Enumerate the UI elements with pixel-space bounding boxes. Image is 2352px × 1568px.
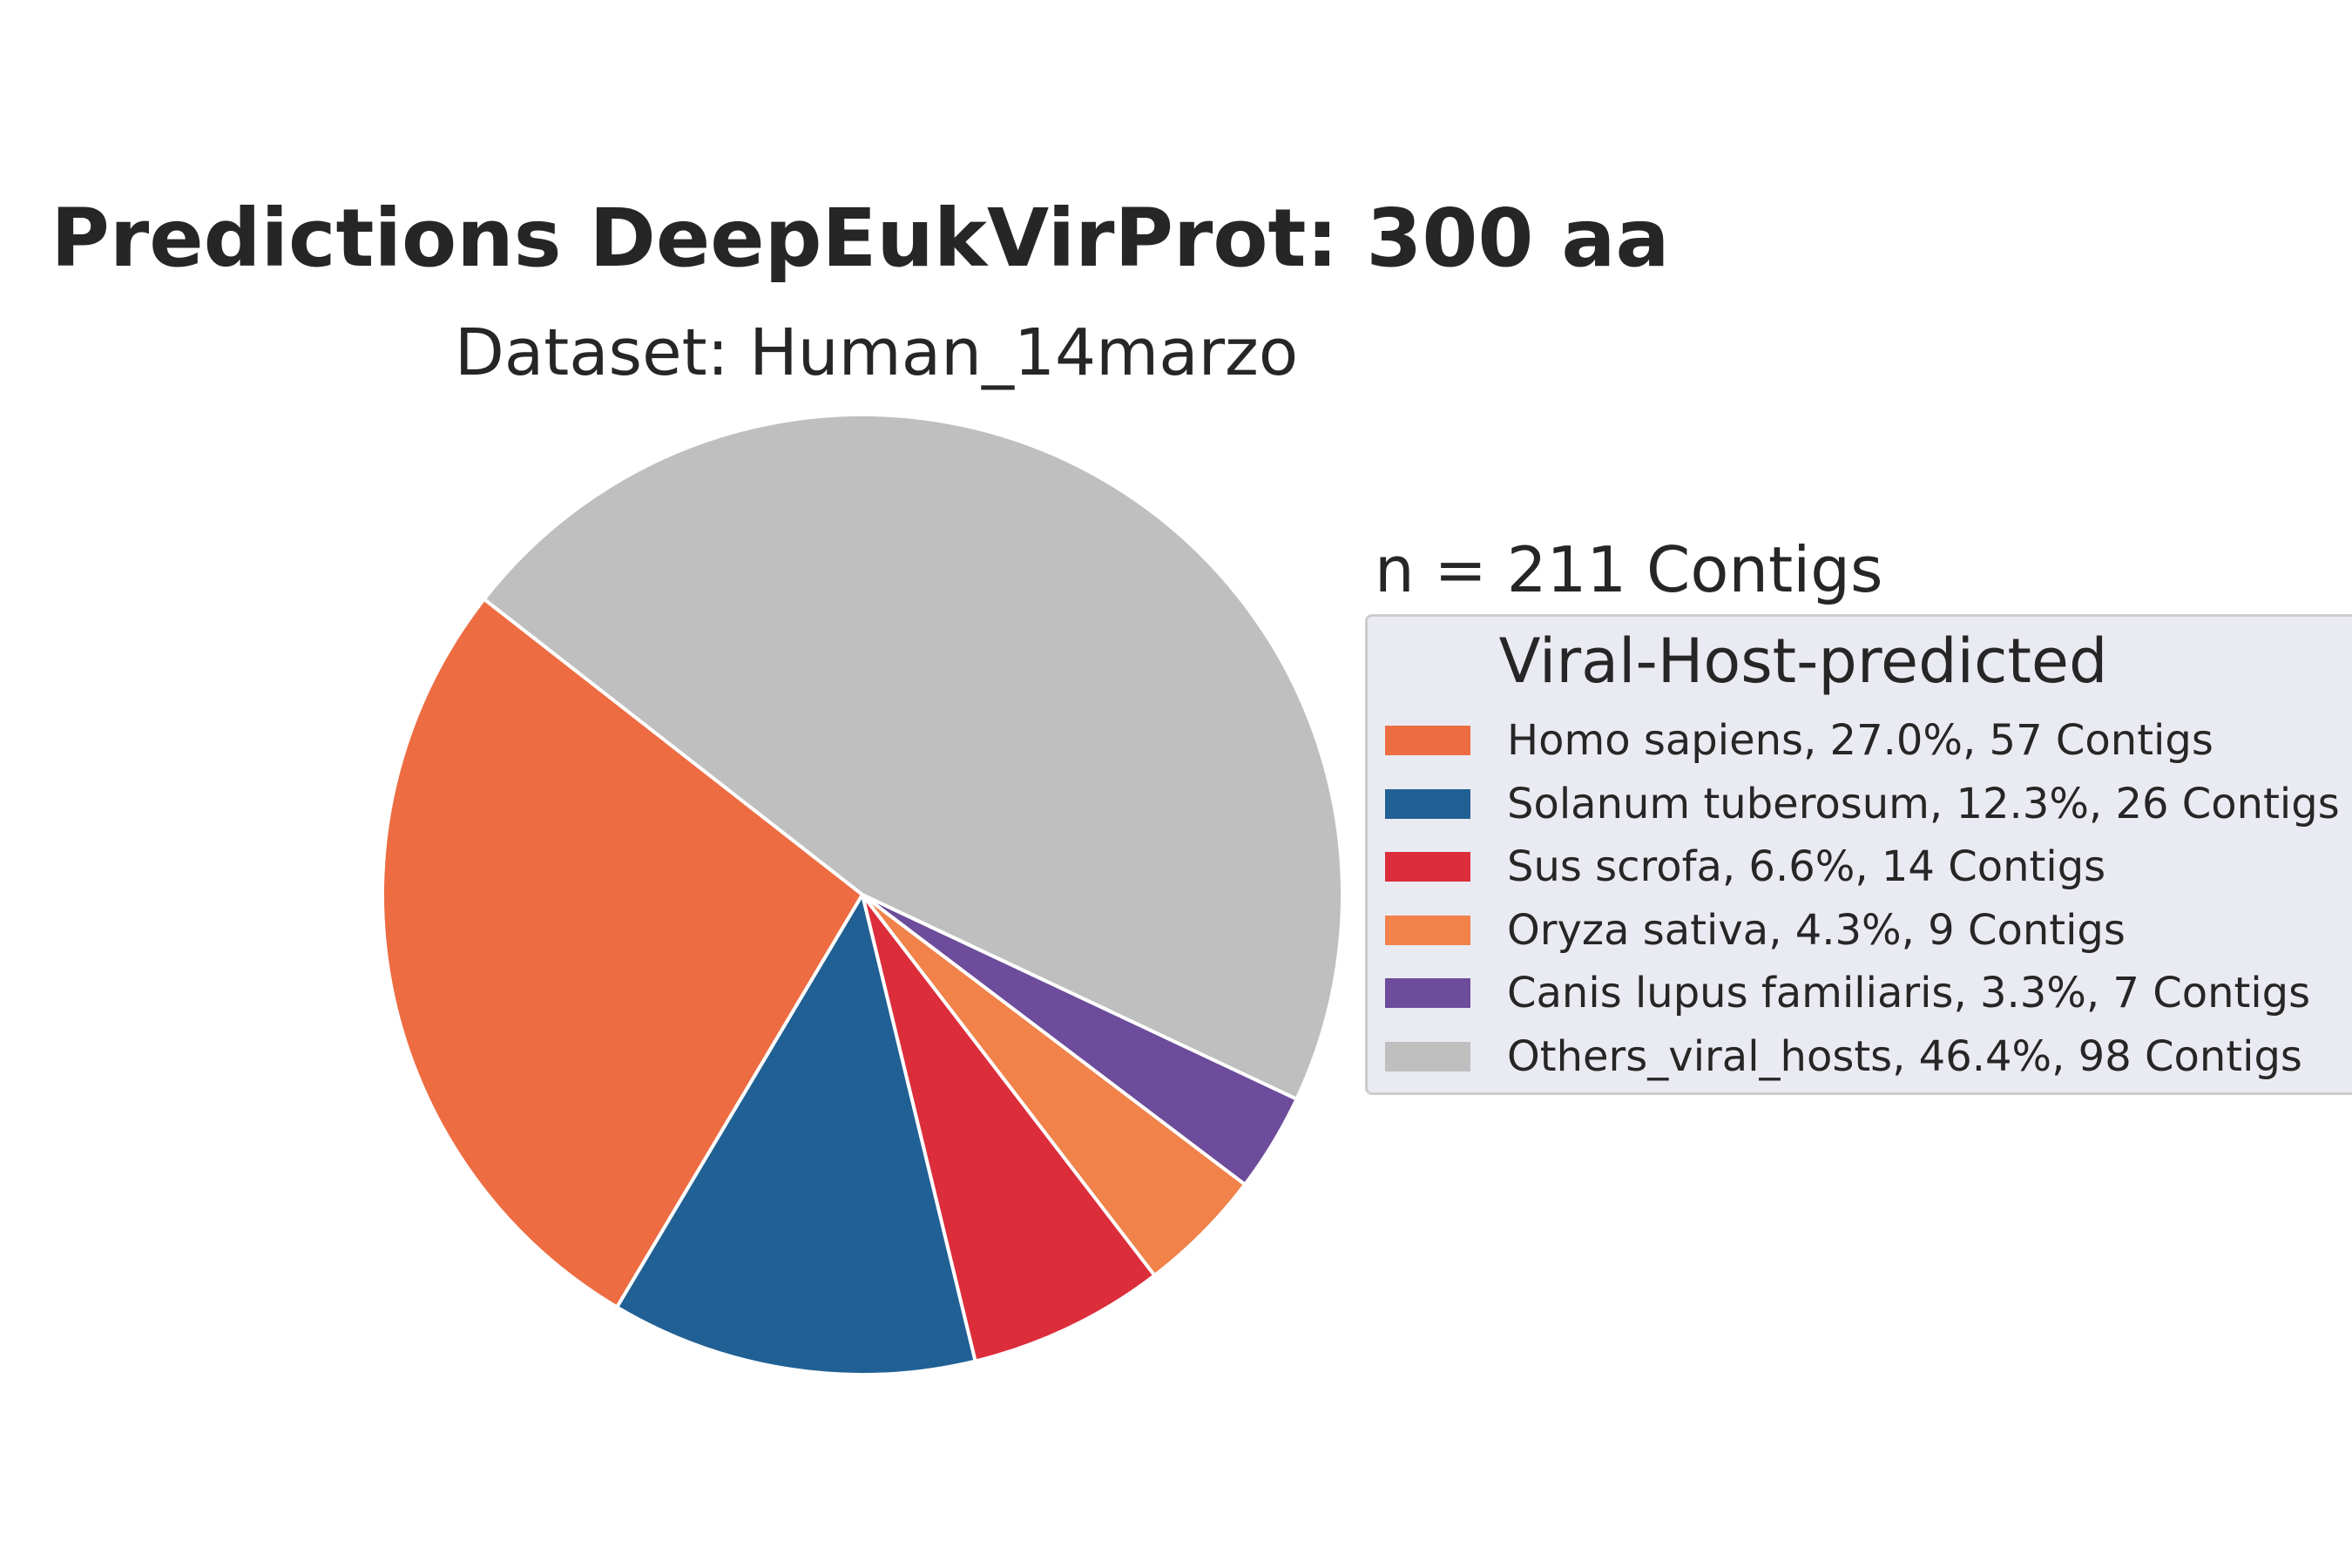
pie-slice-5 bbox=[482, 413, 1344, 1101]
legend-swatch bbox=[1385, 915, 1470, 945]
pie-slice-2 bbox=[861, 893, 1157, 1363]
legend-label: Homo sapiens, 27.0%, 57 Contigs bbox=[1507, 716, 2213, 765]
legend-swatch bbox=[1385, 726, 1470, 755]
legend: Viral-Host-predicted Homo sapiens, 27.0%… bbox=[1365, 614, 2352, 1095]
legend-swatch bbox=[1385, 788, 1470, 819]
legend-item: Canis lupus familiaris, 3.3%, 7 Contigs bbox=[1385, 967, 2310, 1019]
legend-swatch bbox=[1385, 852, 1470, 882]
pie-slice-1 bbox=[615, 893, 977, 1376]
legend-swatch bbox=[1385, 978, 1470, 1008]
legend-item: Oryza sativa, 4.3%, 9 Contigs bbox=[1385, 904, 2126, 956]
legend-label: Canis lupus familiaris, 3.3%, 7 Contigs bbox=[1507, 969, 2311, 1017]
legend-item: Homo sapiens, 27.0%, 57 Contigs bbox=[1385, 714, 2213, 767]
contig-count-annotation: n = 211 Contigs bbox=[1375, 533, 1883, 606]
legend-label: Oryza sativa, 4.3%, 9 Contigs bbox=[1507, 905, 2126, 955]
legend-item: Sus scrofa, 6.6%, 14 Contigs bbox=[1385, 841, 2105, 893]
chart-subtitle: Dataset: Human_14marzo bbox=[454, 315, 1299, 390]
legend-item: Others_viral_hosts, 46.4%, 98 Contigs bbox=[1385, 1031, 2302, 1083]
pie-slice-0 bbox=[381, 597, 864, 1309]
legend-label: Sus scrofa, 6.6%, 14 Contigs bbox=[1507, 842, 2106, 891]
legend-label: Others_viral_hosts, 46.4%, 98 Contigs bbox=[1507, 1031, 2302, 1081]
chart-title: Predictions DeepEukVirProt: 300 aa bbox=[51, 192, 1670, 285]
legend-title: Viral-Host-predicted bbox=[1498, 625, 2108, 697]
legend-swatch bbox=[1385, 1041, 1470, 1071]
legend-item: Solanum tuberosum, 12.3%, 26 Contigs bbox=[1385, 778, 2340, 830]
legend-label: Solanum tuberosum, 12.3%, 26 Contigs bbox=[1507, 779, 2340, 828]
